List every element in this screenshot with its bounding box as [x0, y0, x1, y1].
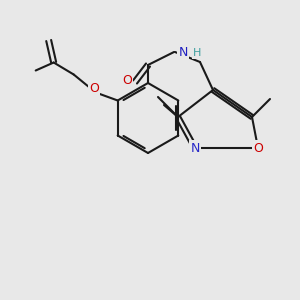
Text: N: N: [178, 46, 188, 59]
Text: O: O: [122, 74, 132, 86]
Text: N: N: [190, 142, 200, 154]
Text: O: O: [89, 82, 99, 95]
Text: O: O: [253, 142, 263, 154]
Text: H: H: [193, 48, 201, 58]
